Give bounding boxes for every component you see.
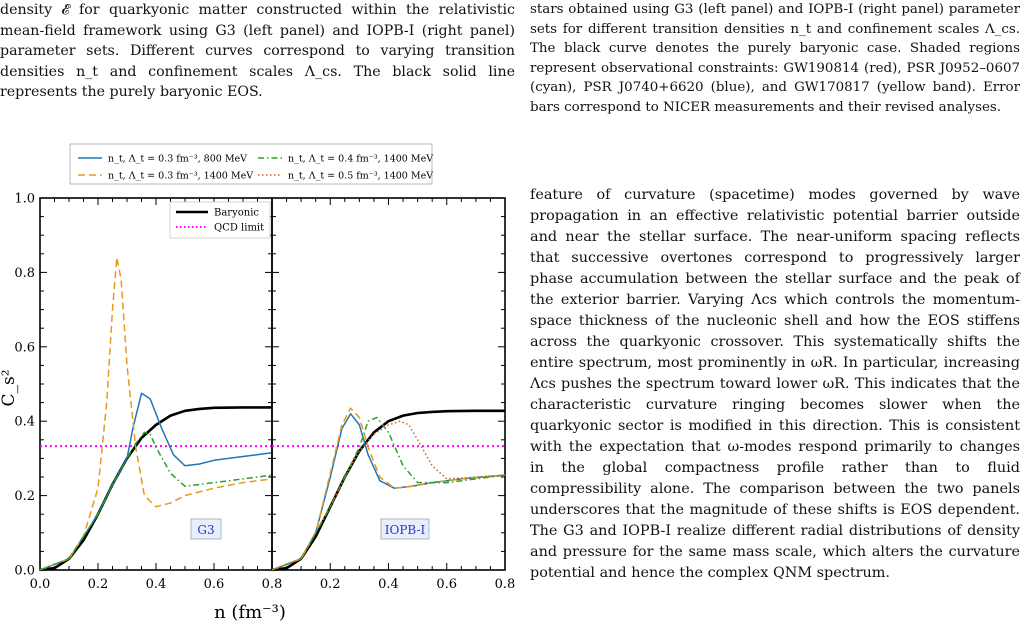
series-line [39,392,273,571]
y-tick-label: 1.0 [14,192,35,207]
right-figure-caption: stars obtained using G3 (left panel) and… [530,2,1020,115]
panel-frame [39,197,273,571]
axis-labels: n (fm⁻³) C_s² [0,369,286,623]
panel-iopb: 0.2 0.4 0.6 0.8 IOPB-I [271,197,516,592]
inset-legend-label: Baryonic [214,208,259,219]
y-tick-label: 0.8 [14,266,35,281]
x-tick-label: 0.6 [436,577,457,592]
panel-name: IOPB-I [385,523,426,537]
sound-speed-figure: n_t, Λ_t = 0.3 fm⁻³, 800 MeV n_t, Λ_t = 0… [0,143,516,623]
x-axis-label: n (fm⁻³) [214,602,286,623]
x-tick-label: 0.2 [320,577,341,592]
body-paragraph: feature of curvature (spacetime) modes g… [530,187,1020,581]
y-axis-label: C_s² [0,369,19,406]
x-tick-label: 0.8 [262,577,283,592]
left-figure-caption: density 𝓔 for quarkyonic matter construc… [0,2,515,100]
x-tick-label: 0.4 [378,577,399,592]
legend-label: n_t, Λ_t = 0.3 fm⁻³, 800 MeV [108,154,247,165]
y-tick-label: 0.6 [14,340,35,355]
x-tick-label: 0.6 [204,577,225,592]
panel-name-box [380,518,430,540]
x-tick-label: 0.0 [30,577,51,592]
x-tick-label: 0.2 [88,577,109,592]
legend-label: n_t, Λ_t = 0.4 fm⁻³, 1400 MeV [288,154,433,165]
x-tick-label: 0.8 [495,577,516,592]
inset-legend-label: QCD limit [214,223,264,234]
panel-frame [271,197,506,571]
panel-name-box [190,518,222,540]
series-line [271,409,505,572]
y-tick-label: 0.2 [14,489,35,504]
legend-label: n_t, Λ_t = 0.3 fm⁻³, 1400 MeV [108,171,253,182]
panel-g3: 0.0 0.2 0.4 0.6 0.8 0.0 0.2 0.4 0.6 0.8 1.0 G3 Baryo… [14,192,282,593]
series-line [39,256,273,571]
y-tick-label: 0.4 [14,415,35,430]
y-tick-label: 0.0 [14,564,35,579]
inset-legend [169,201,271,239]
series-line [271,413,506,571]
series-line [271,407,506,571]
series-line [271,416,506,571]
x-tick-label: 0.4 [146,577,167,592]
panel-name: G3 [197,523,214,537]
series-line [39,406,272,572]
series-line [39,431,273,571]
legend-label: n_t, Λ_t = 0.5 fm⁻³, 1400 MeV [288,171,433,182]
series-line [271,420,506,571]
top-legend: n_t, Λ_t = 0.3 fm⁻³, 800 MeV n_t, Λ_t = 0… [69,143,433,185]
